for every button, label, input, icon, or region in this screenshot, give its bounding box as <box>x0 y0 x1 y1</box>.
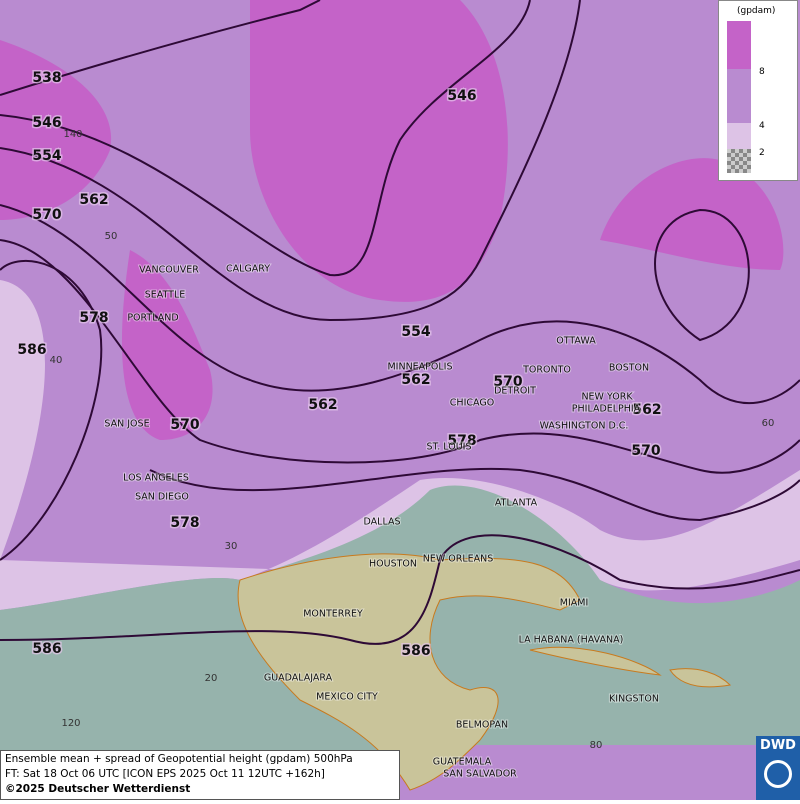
legend-swatch <box>727 69 751 123</box>
legend-label: 4 <box>759 121 765 131</box>
city-label: NEW YORK <box>581 392 633 403</box>
high-spread <box>121 250 213 440</box>
city-label: SAN DIEGO <box>135 492 189 503</box>
graticule-label: 50 <box>105 231 118 242</box>
copyright: ©2025 Deutscher Wetterdienst <box>5 783 191 795</box>
caption-line: Ensemble mean + spread of Geopotential h… <box>5 753 353 765</box>
contour-label: 554 <box>401 324 430 340</box>
city-label: CALGARY <box>226 264 270 275</box>
city-label: MINNEAPOLIS <box>387 362 452 373</box>
contour-label: 586 <box>32 641 61 657</box>
contour-label: 586 <box>401 643 430 659</box>
legend-swatch <box>727 21 751 69</box>
contour-label: 570 <box>170 417 199 433</box>
city-label: KINGSTON <box>609 694 659 705</box>
graticule-label: 20 <box>205 673 218 684</box>
graticule-label: 40 <box>50 355 63 366</box>
city-label: MIAMI <box>560 598 589 609</box>
land <box>237 553 581 791</box>
legend-unit: (gpdam) <box>737 6 776 16</box>
city-label: ST. LOUIS <box>427 442 472 453</box>
city-label: ATLANTA <box>495 498 538 509</box>
city-label: PORTLAND <box>127 313 178 324</box>
logo-text: DWD <box>760 738 796 753</box>
legend-label: 2 <box>759 148 765 158</box>
city-label: TORONTO <box>522 365 571 376</box>
graticule-label: 30 <box>225 541 238 552</box>
city-label: BELMOPAN <box>456 720 508 731</box>
city-label: SAN JOSE <box>104 419 149 430</box>
city-label: SAN SALVADOR <box>443 769 517 780</box>
legend: (gpdam) 8 4 2 <box>718 0 798 181</box>
contour-label: 570 <box>493 374 522 390</box>
city-label: VANCOUVER <box>139 265 199 276</box>
graticule-label: 120 <box>61 718 80 729</box>
contour-label: 562 <box>79 192 108 208</box>
caption: Ensemble mean + spread of Geopotential h… <box>0 750 400 800</box>
contours <box>0 0 800 645</box>
legend-label: 8 <box>759 67 765 77</box>
city-label: DETROIT <box>494 386 536 397</box>
legend-swatch <box>727 149 751 173</box>
contour-label: 562 <box>401 372 430 388</box>
legend-swatch <box>727 123 751 149</box>
city-label: BOSTON <box>609 363 649 374</box>
contour-label: 546 <box>32 115 61 131</box>
contour-label: 570 <box>631 443 660 459</box>
city-label: LA HABANA (HAVANA) <box>519 635 624 646</box>
contour-label: 562 <box>632 402 661 418</box>
city-label: SEATTLE <box>145 290 186 301</box>
contour-label: 554 <box>32 148 61 164</box>
logo-swirl <box>764 760 792 788</box>
contour-label: 578 <box>447 433 476 449</box>
city-label: MEXICO CITY <box>316 692 378 703</box>
contour-label: 586 <box>17 342 46 358</box>
city-label: MONTERREY <box>303 609 363 620</box>
high-spread <box>250 0 508 302</box>
contour-label: 538 <box>32 70 61 86</box>
contour-label: 578 <box>170 515 199 531</box>
graticule-label: 60 <box>762 418 775 429</box>
city-label: LOS ANGELES <box>123 473 189 484</box>
contour-label: 562 <box>308 397 337 413</box>
city-label: GUATEMALA <box>433 757 492 768</box>
contour-label: 578 <box>79 310 108 326</box>
city-label: DALLAS <box>364 517 401 528</box>
island <box>529 646 732 688</box>
city-label: OTTAWA <box>556 336 596 347</box>
city-label: GUADALAJARA <box>264 673 333 684</box>
logo: DWD <box>756 736 800 800</box>
city-label: WASHINGTON D.C. <box>540 421 629 432</box>
caption-line: FT: Sat 18 Oct 06 UTC [ICON EPS 2025 Oct… <box>5 768 325 780</box>
city-label: CHICAGO <box>450 398 494 409</box>
city-label: PHILADELPHIA <box>572 404 641 415</box>
high-spread <box>600 158 784 270</box>
contour-label: 570 <box>32 207 61 223</box>
city-label: NEW ORLEANS <box>423 554 494 565</box>
graticule-label: 80 <box>590 740 603 751</box>
city-label: HOUSTON <box>369 559 417 570</box>
contour-label: 546 <box>447 88 476 104</box>
graticule-label: 140 <box>63 129 82 140</box>
